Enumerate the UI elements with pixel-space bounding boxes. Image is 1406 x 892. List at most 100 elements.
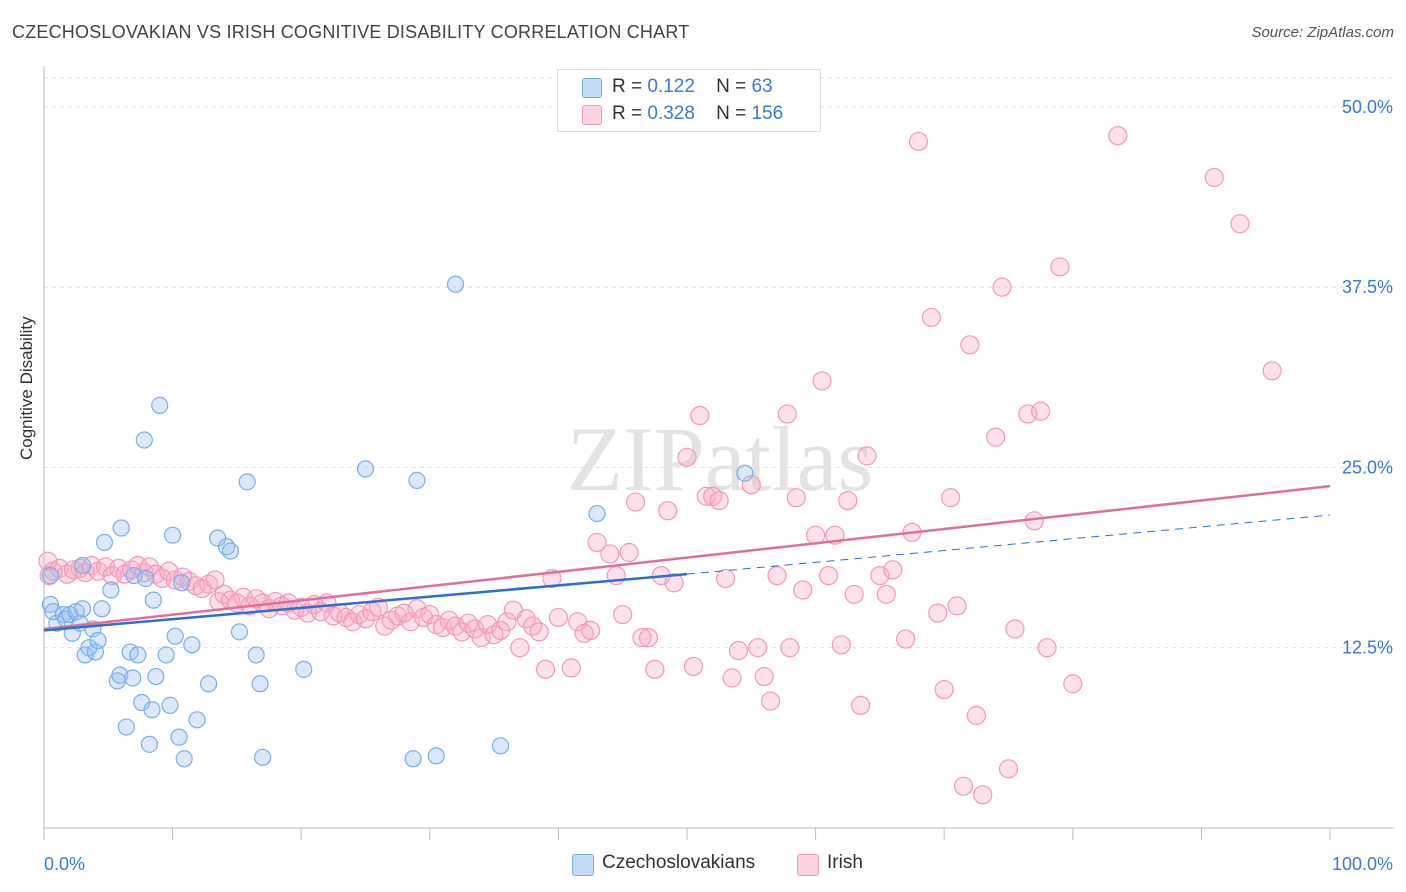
irish-point (896, 629, 916, 649)
irish-point (1108, 126, 1128, 146)
czech-point (166, 627, 184, 645)
czech-point (157, 646, 175, 664)
irish-point (516, 609, 536, 629)
czech-point (143, 701, 161, 719)
irish-point (1063, 674, 1083, 694)
irish-point (587, 532, 607, 553)
legend-r-value: 0.122 (647, 76, 695, 97)
irish-point (941, 488, 961, 508)
watermark: ZIPatlas (567, 408, 874, 510)
irish-point (754, 666, 774, 687)
irish-point (632, 628, 652, 648)
czech-point (147, 667, 165, 686)
bottom-legend-swatch-czech (572, 854, 594, 876)
axes (43, 66, 1394, 840)
irish-point (953, 776, 974, 796)
irish-point (696, 486, 716, 506)
legend-swatch-irish (582, 105, 602, 125)
czech-point (230, 623, 249, 641)
irish-point (139, 557, 160, 577)
czech-point (112, 519, 130, 537)
czech-point (200, 675, 218, 693)
irish-point (709, 490, 729, 511)
irish-point (1262, 361, 1282, 381)
irish-point (876, 584, 896, 604)
irish-point (838, 490, 858, 511)
czech-point (89, 631, 107, 650)
irish-point (613, 604, 633, 625)
czech-trend-line (43, 572, 688, 632)
irish-point (535, 659, 556, 679)
irish-point (992, 277, 1012, 297)
irish-point (812, 371, 832, 391)
irish-point (690, 405, 710, 426)
y-tick-label: 25.0% (1342, 457, 1393, 477)
legend-n-label: N = (716, 76, 747, 97)
legend-swatch-czech (582, 78, 602, 98)
czech-point (254, 748, 272, 766)
irish-point (947, 596, 967, 616)
irish-point (857, 446, 877, 466)
irish-point (760, 691, 781, 711)
irish-point (1031, 401, 1051, 421)
gridlines (44, 77, 1394, 649)
irish-point (548, 607, 569, 628)
irish-point (780, 638, 800, 658)
irish-point (818, 565, 839, 586)
irish-point (715, 568, 736, 589)
legend-n-value: 63 (751, 76, 773, 97)
irish-point (658, 501, 678, 521)
czech-point (221, 542, 240, 560)
czech-point (736, 464, 754, 482)
y-tick-label: 37.5% (1342, 277, 1393, 297)
czech-point (173, 574, 191, 592)
stats-legend: R = 0.122 N = 63 R = 0.328 N = 156 (557, 69, 821, 132)
czech-point (183, 636, 201, 654)
czech-point (170, 728, 188, 746)
irish-point (580, 620, 601, 641)
irish-point (1050, 257, 1070, 277)
irish-point (921, 307, 941, 328)
czech-point (140, 735, 159, 753)
legend-r-label: R = (612, 76, 643, 97)
irish-point (355, 609, 376, 629)
irish-point (777, 404, 797, 424)
czech-point (164, 526, 182, 544)
tick-labels: 12.5% 25.0% 37.5% 50.0% 0.0% 100.0% (44, 97, 1393, 874)
irish-point (1037, 638, 1057, 658)
irish-point (722, 668, 742, 688)
irish-point (748, 638, 768, 658)
irish-point (645, 659, 665, 679)
y-axis-label: Cognitive Disability (17, 316, 36, 460)
czech-point (247, 646, 265, 664)
irish-point (510, 638, 530, 658)
irish-point (49, 558, 70, 578)
czech-point (491, 737, 510, 755)
irish-point (600, 544, 620, 564)
irish-point (1005, 619, 1025, 639)
irish-point (1204, 167, 1224, 188)
irish-point (561, 658, 581, 678)
irish-point (728, 640, 749, 661)
czech-point (111, 666, 129, 684)
legend-r-value: 0.328 (647, 103, 695, 124)
x-tick-label: 100.0% (1332, 854, 1393, 874)
irish-point (844, 584, 864, 604)
y-tick-label: 50.0% (1342, 97, 1393, 117)
irish-point (529, 622, 549, 642)
czech-point (102, 581, 120, 599)
czech-point (356, 460, 375, 478)
czech-point (251, 675, 269, 693)
czech-point (73, 600, 92, 618)
irish-point (786, 488, 806, 508)
legend-n-value: 156 (751, 103, 784, 124)
czech-point (446, 275, 465, 293)
irish-point (741, 475, 761, 495)
czech-point (41, 566, 60, 585)
irish-point (638, 628, 659, 648)
legend-n-label: N = (716, 103, 747, 124)
czech-point (161, 696, 179, 715)
irish-point (986, 427, 1006, 447)
irish-point (973, 785, 993, 805)
